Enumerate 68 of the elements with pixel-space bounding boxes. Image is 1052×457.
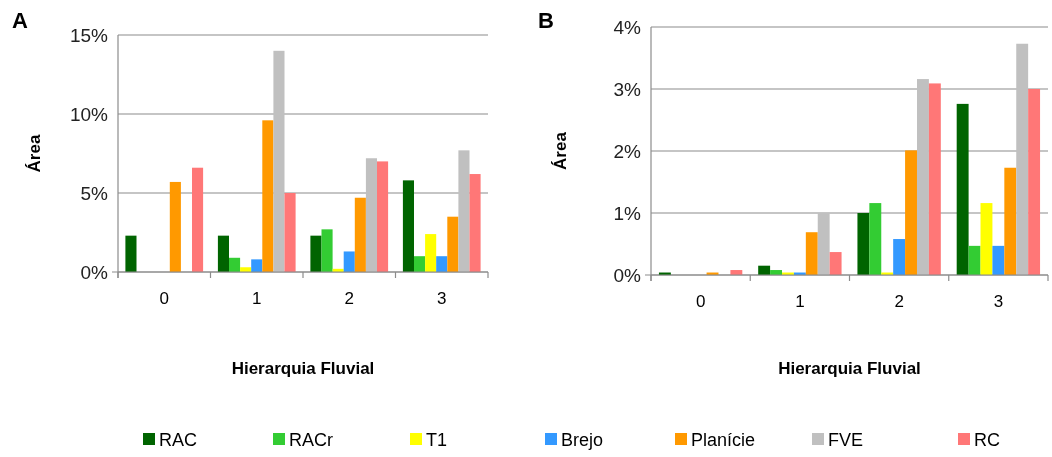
- bar: [414, 256, 426, 272]
- x-tick-label: 0: [695, 292, 706, 311]
- bar: [273, 50, 285, 272]
- bar: [217, 235, 229, 272]
- bar: [229, 257, 241, 272]
- legend-label: RC: [974, 430, 1000, 451]
- legend-label: Brejo: [561, 430, 604, 451]
- x-tick-label: 1: [795, 292, 805, 311]
- legend-label: Planície: [691, 430, 756, 451]
- chart-title: A: [12, 8, 28, 33]
- y-tick-label: 2%: [613, 140, 642, 162]
- bar: [968, 245, 981, 275]
- bar: [192, 167, 204, 272]
- bar: [469, 174, 481, 272]
- legend-label: RACr: [289, 430, 333, 451]
- y-tick-label: 3%: [613, 78, 642, 100]
- bar: [321, 229, 333, 272]
- bar: [436, 256, 448, 272]
- bar: [992, 245, 1005, 275]
- y-tick-label: 15%: [69, 24, 109, 46]
- bar: [805, 232, 818, 275]
- x-tick-label: 0: [159, 289, 169, 308]
- y-axis-title: Área: [25, 134, 44, 173]
- x-tick-label: 3: [437, 289, 447, 308]
- legend-label: RAC: [159, 430, 198, 451]
- bar: [857, 213, 870, 275]
- legend-label: FVE: [828, 430, 864, 451]
- x-axis-title: Hierarquia Fluvial: [231, 359, 375, 378]
- bar: [893, 239, 906, 275]
- bar: [1016, 43, 1029, 275]
- bar: [125, 235, 137, 272]
- bar: [365, 158, 377, 272]
- chart-title: B: [538, 8, 554, 33]
- bar: [1028, 89, 1041, 275]
- bar: [916, 79, 929, 275]
- x-tick-label: 2: [344, 289, 354, 308]
- y-tick-label: 10%: [69, 103, 109, 125]
- bar: [829, 252, 842, 275]
- bar: [284, 193, 296, 272]
- bar: [262, 120, 274, 272]
- x-tick-label: 1: [252, 289, 262, 308]
- y-axis-title: Área: [551, 131, 570, 170]
- y-tick-label: 0%: [80, 261, 109, 283]
- bar: [343, 251, 355, 272]
- bar: [169, 181, 181, 272]
- bar: [447, 216, 459, 272]
- bar: [928, 83, 941, 275]
- bar: [310, 235, 322, 272]
- bar: [458, 150, 470, 272]
- y-tick-label: 1%: [613, 202, 642, 224]
- bar: [869, 203, 882, 275]
- bar: [1004, 167, 1017, 275]
- bar: [425, 234, 437, 272]
- y-tick-label: 4%: [613, 16, 642, 38]
- y-tick-label: 5%: [80, 182, 109, 204]
- x-tick-label: 2: [894, 292, 904, 311]
- bar: [354, 197, 366, 272]
- bar: [817, 213, 830, 275]
- legend-label: T1: [426, 430, 448, 451]
- bar: [980, 203, 993, 275]
- y-tick-label: 0%: [613, 264, 642, 286]
- bar: [956, 103, 969, 275]
- bar: [402, 180, 414, 272]
- x-tick-label: 3: [993, 292, 1004, 311]
- bar: [251, 259, 263, 272]
- x-axis-title: Hierarquia Fluvial: [778, 359, 921, 378]
- bar: [905, 150, 917, 275]
- bar: [377, 161, 389, 272]
